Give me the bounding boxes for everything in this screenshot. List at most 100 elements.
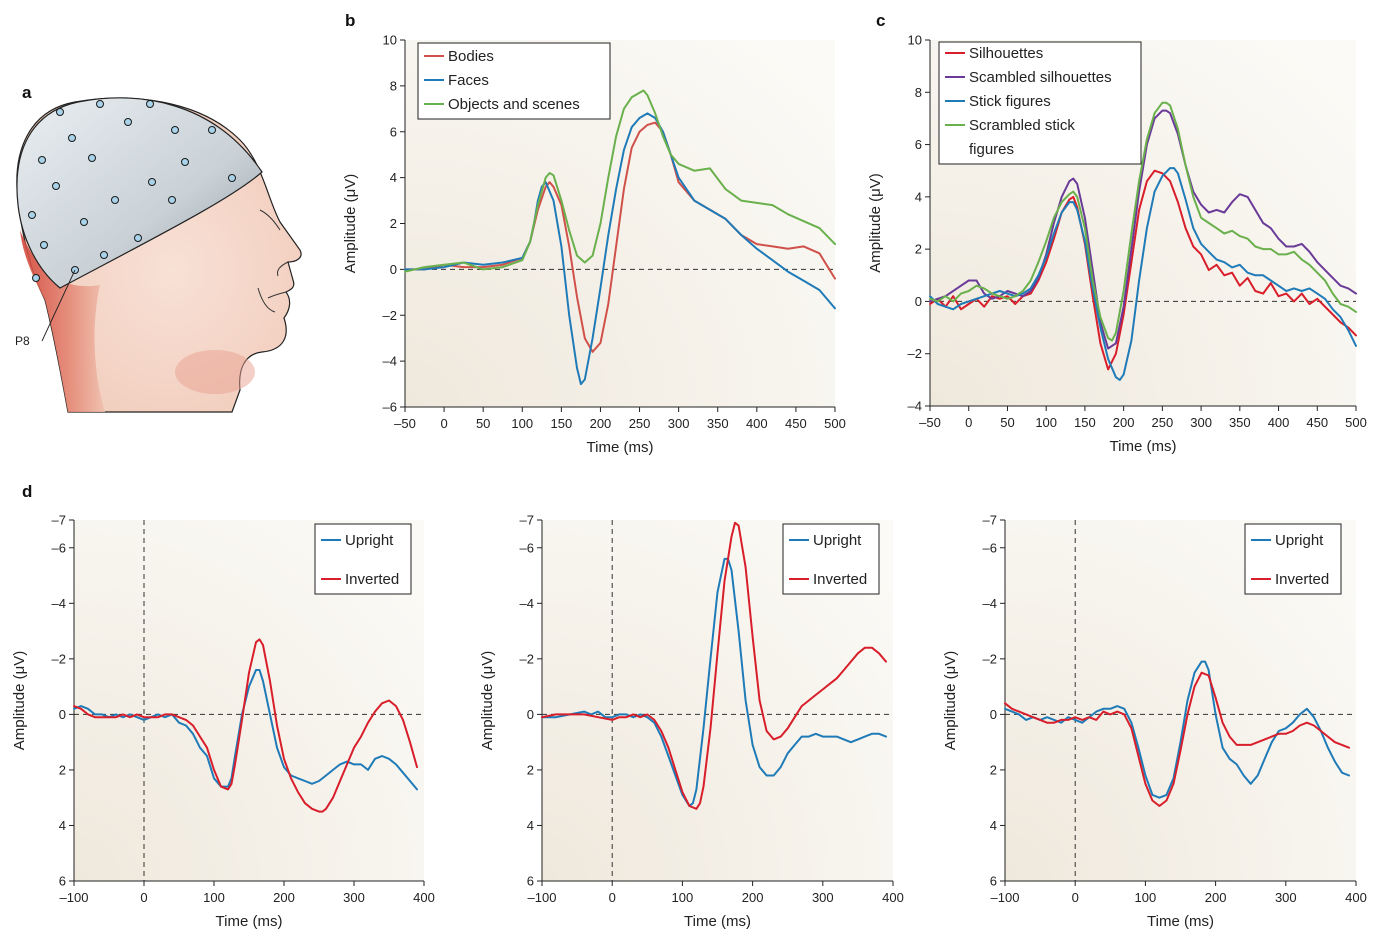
x-tick-label: 100 (672, 890, 694, 905)
legend-label: Upright (813, 532, 862, 549)
series-line-inverted (73, 638, 418, 813)
x-tick-label: 400 (1268, 415, 1290, 430)
legend-label: Upright (1275, 532, 1324, 549)
legend: Upright Inverted (1244, 523, 1342, 595)
y-tick-label: 2 (59, 762, 66, 777)
x-tick-label: 200 (1113, 415, 1135, 430)
p8-pointer-line (41, 269, 76, 342)
x-tick-label: –100 (60, 890, 89, 905)
y-axis-label: Amplitude (μV) (342, 174, 359, 274)
x-tick-label: 0 (1072, 890, 1079, 905)
chart-panel-d1: –100 0 100 200 300 400 –7 –6 –4 –2 0 2 4 6 Time (ms) Am… (11, 513, 435, 931)
x-tick-label: 100 (511, 416, 533, 431)
y-tick-label: 4 (59, 818, 66, 833)
series-line-upright (541, 557, 887, 807)
x-tick-label: 150 (551, 416, 573, 431)
x-tick-label: –50 (919, 415, 941, 430)
x-tick-label: 200 (1205, 890, 1227, 905)
jaw-shading (175, 350, 255, 394)
x-tick-label: 50 (476, 416, 490, 431)
nostril (277, 261, 289, 277)
x-tick-label: 300 (343, 890, 365, 905)
y-tick-label: 0 (990, 707, 997, 722)
x-axis-label: Time (ms) (1110, 438, 1177, 455)
y-tick-label: 4 (990, 818, 997, 833)
y-tick-label: 6 (527, 874, 534, 889)
y-tick-label: –7 (520, 513, 534, 528)
legend-box (314, 523, 412, 595)
y-tick-label: –2 (520, 651, 534, 666)
y-tick-label: –7 (52, 513, 66, 528)
x-tick-label: 400 (1345, 890, 1367, 905)
y-tick-label: 2 (990, 762, 997, 777)
legend-box (417, 42, 611, 120)
y-tick-label: –4 (383, 354, 397, 369)
x-tick-label: 0 (440, 416, 447, 431)
x-tick-label: 0 (140, 890, 147, 905)
electrodes (28, 100, 236, 282)
legend-label: Upright (345, 532, 394, 549)
x-tick-label: 300 (1190, 415, 1212, 430)
x-tick-label: 100 (1135, 890, 1157, 905)
legend: Upright Inverted (782, 523, 880, 595)
y-tick-label: –4 (983, 596, 997, 611)
x-tick-label: 450 (785, 416, 807, 431)
y-tick-label: 6 (915, 137, 922, 152)
y-tick-label: –7 (983, 513, 997, 528)
ear (257, 287, 276, 313)
y-tick-label: 0 (527, 707, 534, 722)
panel-letter-b: b (345, 11, 355, 30)
x-axis-label: Time (ms) (216, 913, 283, 930)
x-axis-label: Time (ms) (1147, 913, 1214, 930)
y-tick-label: 4 (527, 818, 534, 833)
y-tick-label: 0 (59, 707, 66, 722)
legend-box (782, 523, 880, 595)
panel-letter-d: d (22, 482, 32, 501)
chart-panel-d3: –100 0 100 200 300 400 –7 –6 –4 –2 0 2 4 6 Time (ms) Am… (942, 513, 1367, 931)
panel-letter-c: c (876, 11, 885, 30)
y-tick-label: –4 (520, 596, 534, 611)
x-tick-label: 0 (609, 890, 616, 905)
legend-label: Scambled silhouettes (969, 69, 1112, 86)
chart-panel-c: –50 0 50 100 150 200 250 300 350 400 450 500 –4 –2 0 2 4… (867, 33, 1367, 456)
y-tick-label: 2 (390, 216, 397, 231)
panel-letter-a: a (22, 83, 32, 102)
y-tick-label: –2 (383, 308, 397, 323)
legend-label: figures (969, 141, 1014, 158)
series-line-inverted (1004, 671, 1350, 807)
y-tick-label: –6 (52, 540, 66, 555)
x-tick-label: 500 (1345, 415, 1367, 430)
x-tick-label: 250 (1152, 415, 1174, 430)
legend-box (938, 41, 1142, 165)
x-axis-label: Time (ms) (684, 913, 751, 930)
x-tick-label: –100 (991, 890, 1020, 905)
x-tick-label: 300 (668, 416, 690, 431)
y-tick-label: –2 (983, 651, 997, 666)
y-tick-label: –6 (383, 400, 397, 415)
y-axis-label: Amplitude (μV) (942, 651, 959, 751)
legend-box (1244, 523, 1342, 595)
y-tick-label: 4 (915, 189, 922, 204)
x-tick-label: 50 (1000, 415, 1014, 430)
x-tick-label: 200 (590, 416, 612, 431)
x-tick-label: 100 (1035, 415, 1057, 430)
series-line-scrambled-stick-figures (929, 101, 1357, 342)
x-tick-label: 200 (742, 890, 764, 905)
y-tick-label: 8 (915, 85, 922, 100)
x-tick-label: 150 (1074, 415, 1096, 430)
mouth (267, 291, 287, 299)
eeg-cap (16, 97, 263, 289)
y-tick-label: 6 (990, 874, 997, 889)
y-tick-label: 10 (383, 33, 397, 48)
x-tick-label: 350 (707, 416, 729, 431)
legend: Silhouettes Scambled silhouettes Stick fig… (938, 41, 1142, 165)
y-tick-label: –6 (520, 540, 534, 555)
x-tick-label: 300 (812, 890, 834, 905)
legend-label: Inverted (1275, 571, 1329, 588)
legend: Upright Inverted (314, 523, 412, 595)
neck-shading (20, 230, 105, 412)
y-axis-label: Amplitude (μV) (867, 173, 884, 273)
x-tick-label: 200 (273, 890, 295, 905)
legend-label: Bodies (448, 48, 494, 65)
